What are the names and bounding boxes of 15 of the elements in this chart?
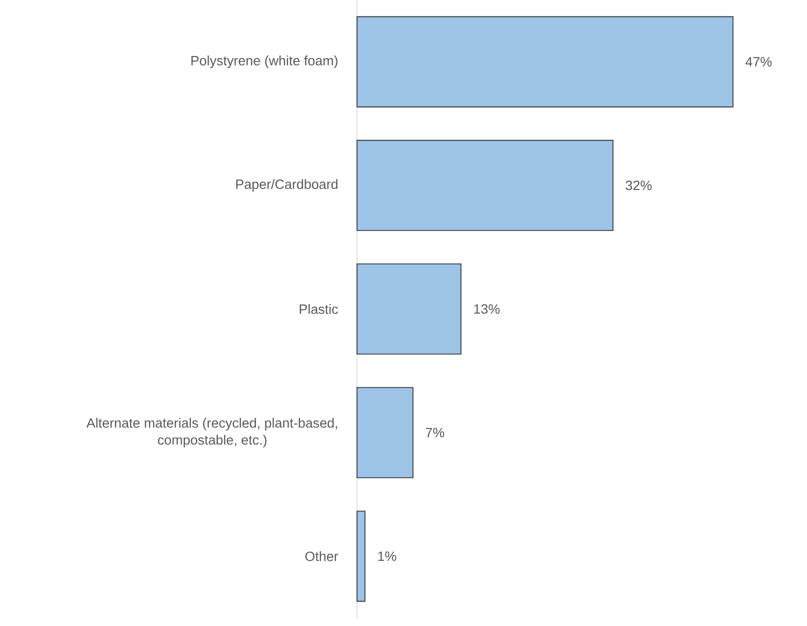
y-tick-label: Paper/Cardboard xyxy=(236,179,338,192)
data-label: 1% xyxy=(378,552,396,561)
data-label: 47% xyxy=(746,57,772,67)
y-tick-label: Other xyxy=(305,551,338,562)
data-label: 13% xyxy=(474,304,500,314)
y-tick-label: Polystyrene (white foam) xyxy=(191,56,338,68)
bar xyxy=(356,387,414,478)
bar xyxy=(356,510,366,602)
bar xyxy=(356,16,734,108)
y-tick-label: Alternate materials (recycled, plant-based, compostable, etc.) xyxy=(86,418,338,448)
bar xyxy=(356,140,614,231)
data-label: 32% xyxy=(626,180,652,190)
y-tick-label: Plastic xyxy=(300,304,338,314)
bar xyxy=(356,263,462,355)
data-label: 7% xyxy=(426,428,444,438)
